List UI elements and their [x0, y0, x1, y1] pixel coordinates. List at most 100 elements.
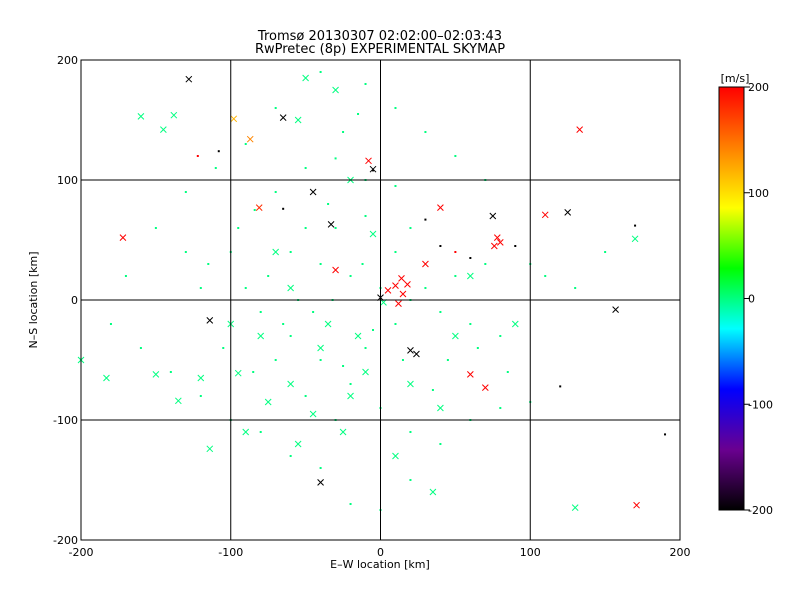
data-point-x	[332, 266, 339, 274]
data-point-dot	[207, 263, 210, 265]
data-point-x	[317, 344, 324, 352]
data-point-x	[422, 260, 429, 268]
data-point-dot	[476, 347, 479, 349]
y-tick-label: -100	[53, 414, 78, 427]
data-point-x	[234, 369, 242, 377]
data-point-x	[287, 380, 295, 388]
data-point-dot	[319, 467, 322, 469]
chart-title: Tromsø 20130307 02:02:00–02:03:43	[257, 29, 502, 44]
y-tick-label: 200	[57, 54, 78, 67]
data-point-x	[369, 230, 377, 238]
data-point-x	[103, 374, 110, 382]
data-point-x	[152, 371, 160, 378]
data-point-x	[302, 74, 309, 82]
data-point-dot	[124, 275, 127, 277]
data-point-dot	[454, 155, 457, 157]
data-point-x	[255, 204, 263, 211]
data-point-x	[490, 242, 498, 250]
data-point-dot	[304, 227, 307, 229]
data-point-dot	[454, 275, 457, 277]
data-point-dot	[244, 143, 247, 145]
data-point-x	[407, 347, 414, 354]
data-point-x	[633, 501, 640, 509]
data-point-dot	[361, 263, 364, 265]
data-point-x	[362, 368, 369, 376]
data-point-x	[481, 384, 489, 391]
data-point-dot	[604, 251, 607, 253]
data-point-x	[369, 165, 377, 173]
data-point-dot	[289, 455, 292, 457]
x-tick-label: 200	[670, 546, 691, 559]
colorbar-label: [m/s]	[721, 72, 750, 85]
data-point-dot	[282, 323, 285, 325]
data-point-dot	[401, 359, 404, 361]
data-point-x	[287, 284, 295, 292]
data-point-x	[197, 374, 205, 382]
data-point-x	[384, 287, 392, 294]
data-point-x	[324, 320, 332, 328]
data-point-dot	[357, 113, 360, 115]
data-point-dot	[364, 83, 367, 85]
colorbar-tick-label: 0	[748, 293, 755, 306]
colorbar-tick-label: -200	[748, 504, 773, 517]
data-point-dot	[409, 227, 412, 229]
data-point-dot	[342, 131, 345, 133]
data-point-dot	[214, 167, 217, 169]
data-point-dot	[327, 203, 330, 205]
data-point-dot	[259, 431, 262, 433]
data-point-dot	[244, 287, 247, 289]
data-point-x	[230, 115, 238, 123]
data-point-dot	[334, 227, 337, 229]
data-points	[77, 71, 667, 511]
data-point-dot	[259, 311, 262, 313]
data-point-dot	[319, 71, 322, 73]
axis-ticks: -200 -100 0 100 200 -200 -100 0 100 200	[53, 54, 690, 559]
data-point-x	[317, 479, 324, 486]
data-point-x	[246, 135, 254, 143]
data-point-dot	[499, 335, 502, 337]
data-point-x	[452, 332, 459, 340]
data-point-x	[354, 332, 362, 340]
data-point-dot	[319, 263, 322, 265]
data-point-dot	[312, 311, 315, 313]
data-point-x	[466, 272, 474, 280]
data-point-x	[612, 306, 619, 313]
data-point-x	[541, 211, 549, 219]
data-point-dot	[289, 251, 292, 253]
data-point-x	[392, 282, 399, 289]
data-point-x	[429, 488, 437, 496]
data-point-x	[294, 116, 302, 124]
data-point-x	[496, 239, 504, 246]
data-point-dot	[334, 157, 337, 160]
colorbar-tick-label: 100	[748, 187, 769, 200]
data-point-dot	[446, 359, 449, 361]
y-axis-label: N–S location [km]	[27, 251, 40, 348]
colorbar-tick-label: -100	[748, 398, 773, 411]
data-point-dot	[253, 209, 256, 211]
y-tick-label: -200	[53, 534, 78, 547]
data-point-dot	[439, 245, 442, 247]
data-point-dot	[274, 191, 277, 193]
data-point-dot	[574, 287, 577, 289]
data-point-x	[242, 428, 250, 436]
data-point-dot	[409, 431, 412, 433]
data-point-dot	[394, 251, 397, 253]
data-point-dot	[394, 323, 397, 325]
data-point-dot	[169, 371, 172, 373]
data-point-x	[272, 248, 280, 256]
data-point-x	[564, 209, 572, 216]
data-point-dot	[372, 329, 375, 331]
data-point-x	[399, 290, 407, 298]
data-point-x	[437, 204, 444, 211]
data-point-dot	[289, 335, 292, 337]
data-point-dot	[454, 251, 457, 253]
x-tick-label: -200	[69, 546, 94, 559]
data-point-dot	[506, 371, 509, 373]
data-point-dot	[409, 479, 412, 481]
data-point-x	[279, 114, 287, 121]
data-point-dot	[184, 191, 187, 193]
data-point-x	[160, 126, 167, 133]
colorbar-ticks: 200 100 0 -100 -200	[744, 81, 773, 517]
data-point-dot	[469, 323, 472, 325]
y-tick-label: 100	[57, 174, 78, 187]
